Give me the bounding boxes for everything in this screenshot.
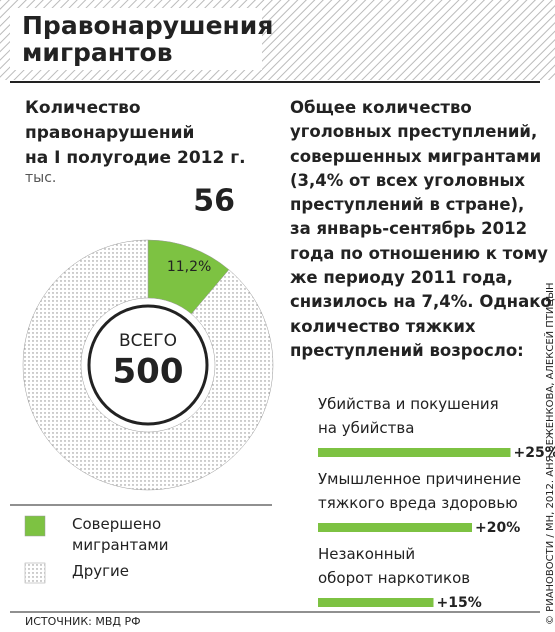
center (87, 304, 209, 426)
value-label: 56 (193, 183, 235, 218)
bar-category: Убийства и покушения на убийства (318, 395, 499, 437)
total-label: ВСЕГО (119, 331, 177, 351)
legend-label: Совершено мигрантами (72, 515, 169, 554)
bar (318, 523, 472, 532)
source: ИСТОЧНИК: МВД РФ (25, 615, 141, 628)
bar (318, 598, 434, 607)
total-value: 500 (113, 352, 184, 392)
legend-swatch (24, 562, 46, 584)
share-label: 11,2% (167, 259, 211, 275)
donut-slice (22, 239, 274, 491)
right-heading: Общее количество уголовных преступлений,… (290, 98, 552, 360)
legend-swatch (24, 515, 46, 537)
title-box (10, 8, 262, 70)
bar-category: Незаконный оборот наркотиков (318, 545, 471, 587)
value-label: +25% (514, 445, 555, 461)
bar (318, 448, 511, 457)
title: Правонарушения мигрантов (22, 11, 274, 67)
bar-category: Умышленное причинение тяжкого вреда здор… (318, 470, 522, 512)
credit: © РИАНОВОСТИ / МН, 2012. АНЯ ВЕЖЕНКОВА, … (545, 282, 555, 625)
legend-label: Другие (72, 562, 129, 580)
left-heading: Количество правонарушений на I полугодие… (25, 98, 246, 168)
unit: тыс. (25, 170, 57, 186)
value-label: +20% (475, 520, 520, 536)
value-label: +15% (437, 595, 482, 611)
